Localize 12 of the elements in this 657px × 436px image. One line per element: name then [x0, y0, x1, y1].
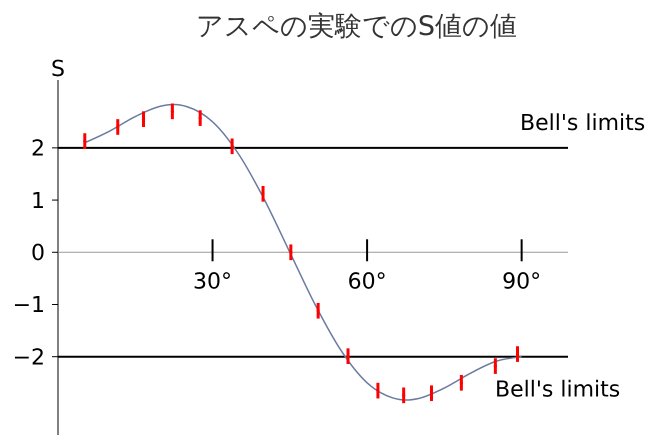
- x-tick-label: 90°: [502, 269, 542, 294]
- y-tick-label: −1: [12, 293, 45, 318]
- ref-line-label: Bell's limits: [495, 378, 620, 403]
- y-tick-label: 2: [31, 136, 45, 162]
- x-tick-label: 60°: [348, 269, 387, 294]
- y-tick-label: 0: [31, 240, 45, 266]
- x-tick-label: 30°: [193, 269, 232, 294]
- y-tick-label: 1: [31, 188, 45, 214]
- y-tick-label: −2: [12, 345, 45, 370]
- chart-title: アスペの実験でのS値の値: [196, 11, 518, 42]
- ref-line-label: Bell's limits: [520, 110, 646, 136]
- y-axis-title: S: [51, 57, 65, 82]
